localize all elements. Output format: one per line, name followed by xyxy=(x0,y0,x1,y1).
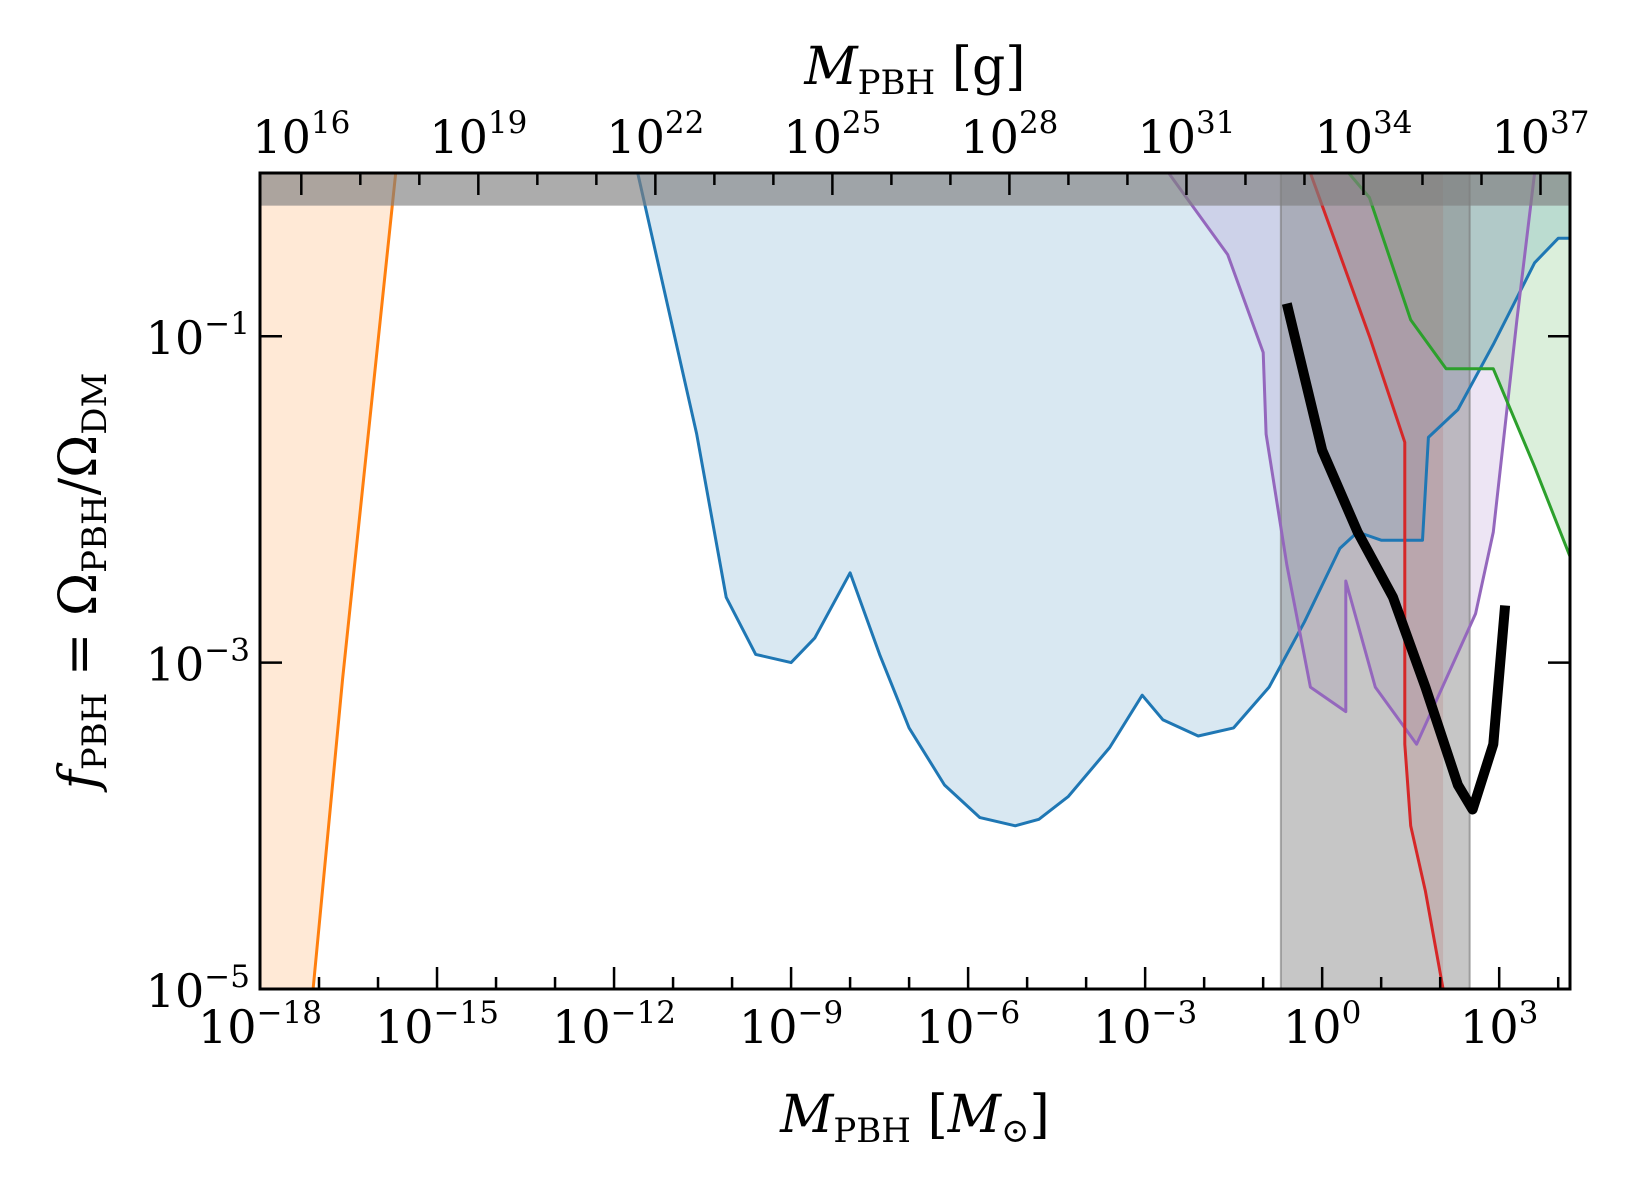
excluded-band-top xyxy=(260,173,1570,206)
x-tick-label-base: 10 xyxy=(198,1000,257,1054)
x-tick-label-base: 10 xyxy=(552,1000,611,1054)
y-tick-label-exp: −1 xyxy=(204,306,250,342)
black-curve xyxy=(1281,302,1511,815)
top-tick-label-base: 10 xyxy=(960,110,1019,164)
plot-frame xyxy=(258,171,1572,991)
constraint-curve-0 xyxy=(311,173,398,989)
x-tick-label-exp: −18 xyxy=(257,995,322,1031)
x-tick-label-base: 10 xyxy=(916,1000,975,1054)
x-tick-label-base: 10 xyxy=(375,1000,434,1054)
axis-ticks xyxy=(258,173,1570,991)
x-axis-title: MPBH [M⊙] xyxy=(779,1085,1050,1151)
constraint-regions xyxy=(260,173,1570,989)
top-tick-label-exp: 16 xyxy=(311,105,350,141)
top-tick-label-exp: 34 xyxy=(1373,105,1412,141)
top-tick-label-exp: 22 xyxy=(665,105,704,141)
constraint-region-0 xyxy=(260,173,396,989)
x-tick-label: 10−15 xyxy=(375,995,499,1054)
top-tick-label: 1025 xyxy=(783,105,881,164)
top-tick-label: 1016 xyxy=(252,105,350,164)
y-tick-label: 10−1 xyxy=(146,306,250,365)
top-tick-label: 1028 xyxy=(960,105,1058,164)
x-tick-label-exp: −15 xyxy=(434,995,499,1031)
y-tick-label-exp: −5 xyxy=(204,959,250,995)
y-axis-title: fPBH = ΩPBH/ΩDM xyxy=(49,373,115,794)
constraint-region-4 xyxy=(1348,173,1570,557)
constraint-region-3 xyxy=(1310,173,1444,989)
y-tick-label-base: 10 xyxy=(146,311,205,365)
x-tick-label: 100 xyxy=(1283,995,1361,1054)
top-tick-label-base: 10 xyxy=(252,110,311,164)
top-tick-label: 1034 xyxy=(1314,105,1412,164)
x-tick-label-base: 10 xyxy=(1283,1000,1342,1054)
top-tick-label: 1031 xyxy=(1137,105,1235,164)
top-tick-label: 1022 xyxy=(606,105,704,164)
x-tick-label: 10−6 xyxy=(916,995,1020,1054)
y-tick-label: 10−5 xyxy=(146,959,250,1018)
constraint-region-1 xyxy=(637,173,1570,826)
x-tick-label-exp: −12 xyxy=(611,995,676,1031)
top-tick-label-exp: 28 xyxy=(1019,105,1058,141)
top-tick-label-exp: 19 xyxy=(488,105,527,141)
top-tick-label-base: 10 xyxy=(783,110,842,164)
constraint-curve-1 xyxy=(636,173,1570,828)
x-tick-label-base: 10 xyxy=(1460,1000,1519,1054)
x-tick-label-exp: −9 xyxy=(798,995,844,1031)
y-tick-label-base: 10 xyxy=(146,638,205,692)
x-tick-label-exp: 0 xyxy=(1342,995,1362,1031)
x-tick-label-base: 10 xyxy=(1093,1000,1152,1054)
x-tick-label: 10−18 xyxy=(198,995,322,1054)
top-tick-label-exp: 31 xyxy=(1196,105,1235,141)
x-tick-label-exp: −6 xyxy=(975,995,1021,1031)
top-tick-label-base: 10 xyxy=(606,110,665,164)
top-axis-title: MPBH [g] xyxy=(803,37,1025,103)
y-tick-label-base: 10 xyxy=(146,964,205,1018)
top-tick-label: 1037 xyxy=(1491,105,1589,164)
x-tick-label-exp: 3 xyxy=(1519,995,1539,1031)
top-tick-label-exp: 37 xyxy=(1550,105,1589,141)
top-tick-label-base: 10 xyxy=(1314,110,1373,164)
y-tick-label-exp: −3 xyxy=(204,633,250,669)
top-tick-label-exp: 25 xyxy=(842,105,881,141)
x-tick-label: 10−9 xyxy=(739,995,843,1054)
top-tick-label-base: 10 xyxy=(1137,110,1196,164)
top-tick-label-base: 10 xyxy=(1491,110,1550,164)
x-tick-label: 103 xyxy=(1460,995,1538,1054)
x-tick-label-base: 10 xyxy=(739,1000,798,1054)
x-tick-label: 10−3 xyxy=(1093,995,1197,1054)
constraint-curve-2 xyxy=(1167,173,1537,746)
y-tick-label: 10−3 xyxy=(146,633,250,692)
x-tick-label-exp: −3 xyxy=(1152,995,1198,1031)
gray-vertical-band xyxy=(1280,173,1470,989)
x-tick-label: 10−12 xyxy=(552,995,676,1054)
top-tick-label: 1019 xyxy=(429,105,527,164)
constraint-curve-3 xyxy=(1308,173,1445,989)
constraint-region-2 xyxy=(1168,173,1535,745)
top-tick-label-base: 10 xyxy=(429,110,488,164)
